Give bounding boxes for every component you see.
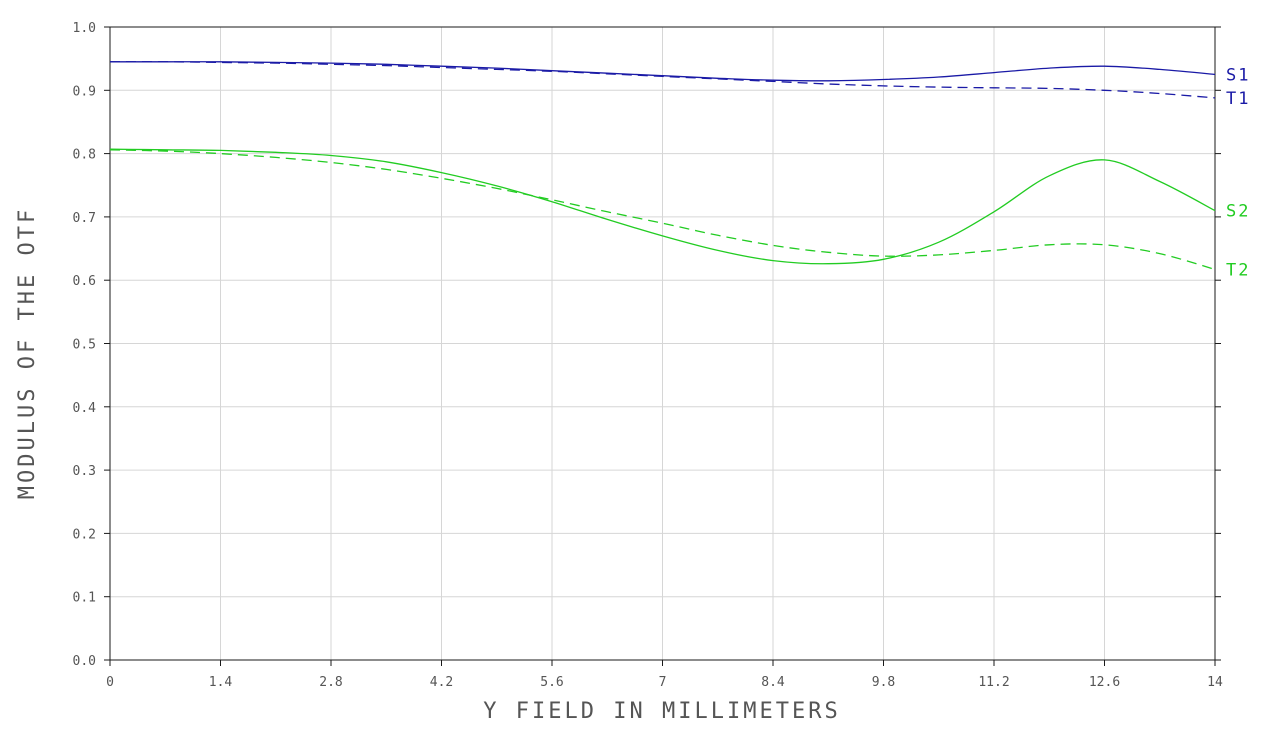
x-tick-label: 1.4 — [209, 675, 233, 690]
y-tick-label: 0.7 — [73, 211, 96, 226]
series-line-s2 — [109, 148, 1216, 265]
x-tick-label: 14 — [1207, 675, 1223, 690]
series-label-t1: T1 — [1226, 89, 1250, 109]
x-tick-label: 5.6 — [540, 675, 563, 690]
x-tick-label: 7 — [659, 675, 667, 690]
x-tick-label: 0 — [106, 675, 114, 690]
y-axis-title: MODULUS OF THE OTF — [15, 207, 40, 499]
x-tick-label: 9.8 — [872, 675, 895, 690]
series-label-t2: T2 — [1226, 260, 1250, 280]
grid — [109, 26, 1216, 661]
series-label-s2: S2 — [1226, 202, 1250, 222]
y-tick-label: 0.1 — [73, 591, 96, 606]
y-tick-label: 0.3 — [73, 464, 96, 479]
series-labels: S1 T1 S2 T2 — [1226, 65, 1250, 280]
y-tick-label: 0.4 — [73, 401, 97, 416]
y-tick-label: 1.0 — [73, 21, 96, 36]
x-tick-label: 2.8 — [319, 675, 342, 690]
y-tick-label: 0.2 — [73, 527, 96, 542]
y-tick-label: 0.6 — [73, 274, 96, 289]
series-line-t2 — [109, 149, 1216, 271]
y-tick-label: 0.0 — [73, 654, 96, 669]
x-tick-label: 11.2 — [978, 675, 1009, 690]
series-label-s1: S1 — [1226, 65, 1250, 85]
y-tick-label: 0.8 — [73, 148, 96, 163]
series-line-t1 — [109, 61, 1216, 99]
x-tick-label: 4.2 — [430, 675, 453, 690]
axis-ticks: 0 1.4 2.8 4.2 5.6 7 8.4 9.8 11.2 12.6 14 0.0 0.1 0.2 0… — [73, 21, 1223, 690]
y-tick-label: 0.9 — [73, 84, 96, 99]
series-line-s1 — [110, 61, 1216, 82]
x-axis-title: Y FIELD IN MILLIMETERS — [483, 699, 840, 724]
y-tick-label: 0.5 — [73, 338, 96, 353]
x-tick-label: 8.4 — [761, 675, 785, 690]
series-lines — [109, 61, 1216, 271]
x-tick-label: 12.6 — [1089, 675, 1120, 690]
